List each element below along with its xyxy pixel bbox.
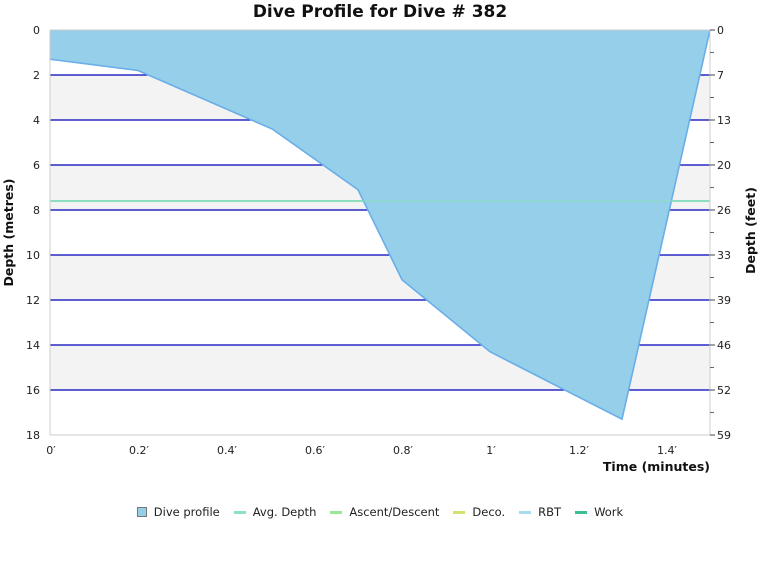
y-right-tick-label: 26 [717, 204, 731, 217]
legend-line-icon [233, 510, 246, 514]
y-tick-label: 0 [33, 24, 40, 37]
x-tick-label: 1.2′ [569, 444, 589, 457]
x-axis-title: Time (minutes) [603, 459, 710, 474]
legend-line-icon [453, 510, 466, 514]
legend-item[interactable]: Work [575, 505, 623, 519]
dive-profile-line [49, 29, 711, 421]
y-right-tick-label: 20 [717, 159, 731, 172]
x-tick-label: 1′ [486, 444, 496, 457]
dive-profile-area [50, 30, 710, 420]
x-tick-label: 0.2′ [129, 444, 149, 457]
y-tick-label: 16 [26, 384, 40, 397]
y-tick-label: 14 [26, 339, 40, 352]
x-tick-label: 1.4′ [657, 444, 677, 457]
legend-label: Deco. [472, 505, 506, 519]
y-tick-label: 18 [26, 429, 40, 442]
legend-item[interactable]: Avg. Depth [233, 505, 317, 519]
y-tick-label: 2 [33, 69, 40, 82]
legend-box-icon [136, 507, 147, 517]
y-tick-label: 12 [26, 294, 40, 307]
y-axis-title-left: Depth (metres) [1, 178, 16, 286]
y-right-tick-label: 39 [717, 294, 731, 307]
legend-item[interactable]: Deco. [453, 505, 505, 519]
y-right-tick-label: 33 [717, 249, 731, 262]
y-tick-label: 6 [33, 159, 40, 172]
y-tick-label: 4 [33, 114, 40, 127]
chart-legend: Dive profile Avg. Depth Ascent/Descent Deco… [0, 505, 760, 519]
y-right-tick-label: 59 [717, 429, 731, 442]
legend-item[interactable]: RBT [519, 505, 561, 519]
legend-item[interactable]: Ascent/Descent [330, 505, 439, 519]
y-right-tick-label: 52 [717, 384, 731, 397]
y-tick-label: 10 [26, 249, 40, 262]
legend-label: Ascent/Descent [349, 505, 440, 519]
y-tick-label: 8 [33, 204, 40, 217]
y-right-tick-label: 46 [717, 339, 731, 352]
legend-label: Dive profile [153, 505, 220, 519]
y-right-tick-label: 7 [717, 69, 724, 82]
legend-item[interactable]: Dive profile [136, 505, 220, 519]
x-tick-label: 0.4′ [217, 444, 237, 457]
legend-line-icon [575, 510, 588, 514]
x-tick-label: 0.8′ [393, 444, 413, 457]
x-tick-label: 0.6′ [305, 444, 325, 457]
chart-title: Dive Profile for Dive # 382 [252, 2, 508, 22]
legend-line-icon [330, 510, 343, 514]
x-tick-label: 0′ [46, 444, 56, 457]
y-right-tick-label: 13 [717, 114, 731, 127]
y-axis-title-right: Depth (feet) [743, 187, 758, 274]
legend-label: Work [594, 505, 624, 519]
legend-label: RBT [538, 505, 562, 519]
y-right-tick-label: 0 [717, 24, 724, 37]
legend-label: Avg. Depth [252, 505, 317, 519]
legend-line-icon [519, 510, 532, 514]
